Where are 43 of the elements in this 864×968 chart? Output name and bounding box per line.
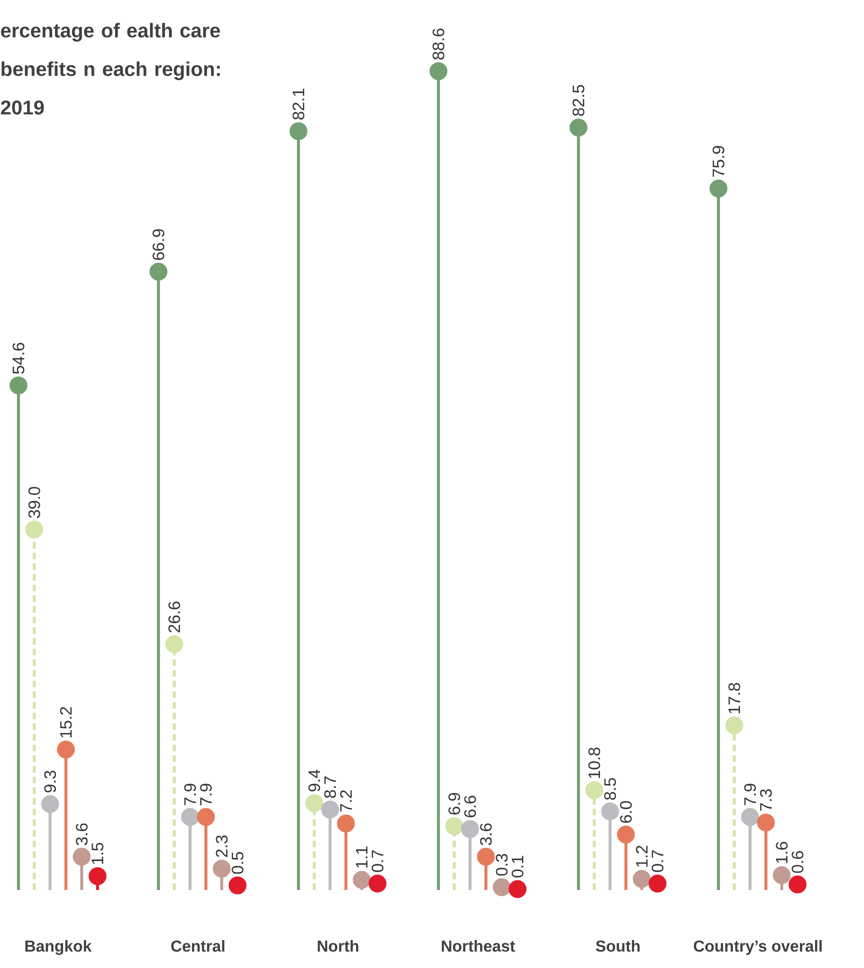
data-label: 7.3 (760, 789, 772, 811)
x-tick-label: Northeast (442, 940, 515, 952)
x-tick-label: Central (171, 940, 224, 952)
data-label: 82.1 (292, 88, 304, 120)
data-label: 0.1 (512, 856, 524, 878)
data-label: 8.7 (324, 776, 336, 798)
data-label: 7.9 (200, 784, 212, 806)
x-tick-label: Bangkok (25, 940, 92, 955)
data-label: 6.9 (448, 792, 460, 814)
data-label: 0.7 (372, 850, 384, 872)
data-label: 0.3 (496, 854, 508, 876)
data-label: 1.1 (356, 846, 368, 868)
x-tick-label: North (318, 940, 358, 952)
data-label: 2.3 (216, 835, 228, 857)
data-label: 1.2 (636, 846, 648, 867)
data-label: 88.6 (432, 28, 444, 60)
data-label: 3.6 (76, 823, 88, 846)
data-label: 8.5 (604, 778, 616, 800)
data-label: 3.6 (480, 823, 492, 846)
data-label: 1.6 (776, 842, 788, 864)
data-label: 7.2 (340, 790, 352, 812)
data-label: 9.4 (308, 770, 320, 792)
x-tick-label: Country’s overall (694, 940, 822, 955)
data-label: 75.9 (712, 146, 724, 177)
data-label: 6.0 (620, 801, 632, 823)
data-label: 66.9 (152, 229, 164, 260)
data-label: 9.3 (44, 770, 56, 792)
data-label: 10.8 (588, 748, 600, 778)
data-label: 7.9 (744, 784, 756, 806)
data-label: 54.6 (12, 342, 24, 374)
data-label: 6.6 (464, 796, 476, 818)
data-label: 39.0 (28, 486, 40, 518)
data-label: 17.8 (728, 682, 740, 714)
chart-title: ercentage of ealth care benefits n each region: 2019 (0, 22, 220, 115)
data-label: 7.9 (184, 784, 196, 806)
data-label: 1.5 (92, 842, 104, 864)
data-label: 26.6 (168, 602, 180, 632)
x-tick-label: South (596, 940, 640, 952)
data-label: 82.5 (572, 84, 584, 116)
data-label: 0.5 (232, 852, 244, 874)
data-label: 15.2 (60, 707, 72, 738)
data-label: 0.6 (792, 851, 804, 873)
data-label: 0.7 (652, 850, 664, 872)
